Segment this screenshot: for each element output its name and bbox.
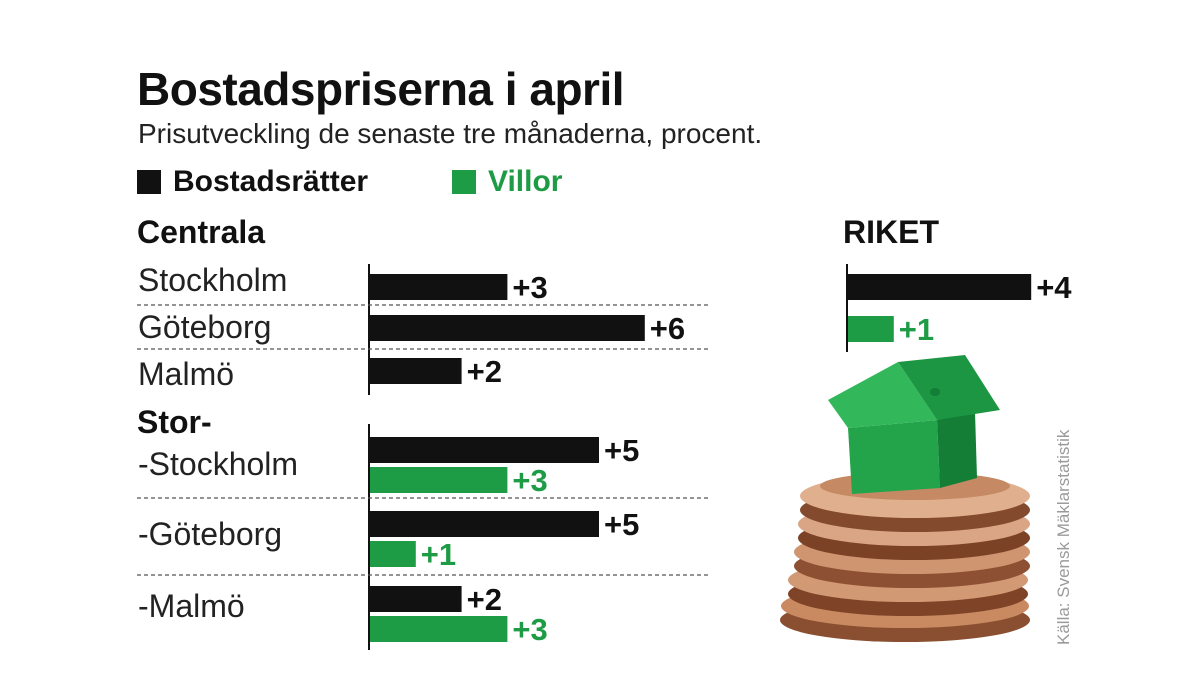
centrala-2-bostadsratter-bar — [370, 358, 462, 384]
centrala-0-bostadsratter-bar — [370, 274, 508, 300]
riket-bostadsratter-bar — [848, 274, 1032, 300]
stor-2-villor-value-label: +3 — [512, 612, 547, 647]
category-label-stockholm: Stockholm — [138, 262, 288, 298]
stor-0-bostadsratter-value-label: +5 — [604, 433, 639, 468]
house-on-coins-icon — [780, 355, 1030, 642]
stor-1-bostadsratter-value-label: +5 — [604, 507, 639, 542]
centrala-1-bostadsratter-bar — [370, 315, 645, 341]
stor-0-villor-value-label: +3 — [512, 463, 547, 498]
legend-label-bostadsratter: Bostadsrätter — [173, 165, 369, 198]
chart-subtitle: Prisutveckling de senaste tre månaderna,… — [138, 118, 763, 149]
stor-1-villor-bar — [370, 541, 416, 567]
legend-swatch-black — [137, 170, 161, 194]
stor-1-bostadsratter-bar — [370, 511, 599, 537]
stor-2-bostadsratter-value-label: +2 — [467, 582, 502, 617]
group-label-centrala: Centrala — [137, 214, 266, 250]
legend-swatch-green — [452, 170, 476, 194]
category-label-malmo: Malmö — [138, 356, 235, 392]
stor-0-bostadsratter-bar — [370, 437, 599, 463]
chart-title: Bostadspriserna i april — [137, 63, 625, 115]
category-label-stor-malmo: -Malmö — [138, 588, 245, 624]
centrala-0-bostadsratter-value-label: +3 — [512, 270, 547, 305]
riket-villor-value-label: +1 — [899, 312, 934, 347]
riket-villor-bar — [848, 316, 894, 342]
category-label-goteborg: Göteborg — [138, 309, 272, 345]
centrala-1-bostadsratter-value-label: +6 — [650, 311, 685, 346]
stor-0-villor-bar — [370, 467, 508, 493]
legend-item-villor: Villor — [452, 167, 562, 197]
centrala-2-bostadsratter-value-label: +2 — [467, 354, 502, 389]
legend-item-bostadsratter: Bostadsrätter — [137, 167, 368, 197]
category-label-stor-goteborg: -Göteborg — [138, 516, 283, 552]
stor-2-villor-bar — [370, 616, 508, 642]
group-label-stor: Stor- — [137, 404, 212, 440]
category-label-stor-stockholm: -Stockholm — [138, 446, 299, 482]
stor-1-villor-value-label: +1 — [421, 537, 456, 572]
riket-bostadsratter-value-label: +4 — [1036, 270, 1072, 305]
riket-title: RIKET — [843, 214, 939, 250]
source-text: Källa: Svensk Mäklarstatistik — [1054, 429, 1073, 645]
stor-2-bostadsratter-bar — [370, 586, 462, 612]
legend-label-villor: Villor — [488, 165, 563, 198]
